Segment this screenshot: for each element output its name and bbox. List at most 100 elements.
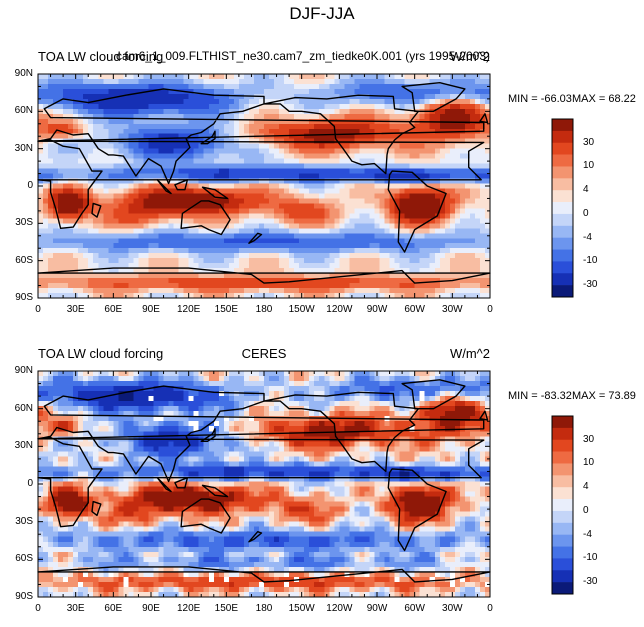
colorbar-swatch: [552, 261, 573, 274]
colorbar-swatch: [552, 451, 573, 464]
lon-tick-label: 60W: [404, 304, 425, 315]
colorbar-swatch: [552, 487, 573, 500]
colorbar-swatch: [552, 427, 573, 441]
lon-tick-label: 30W: [442, 603, 463, 614]
panel-units: W/m^2: [449, 346, 490, 361]
colorbar-frame: [551, 415, 574, 595]
continent-outlines: [37, 379, 491, 583]
lon-tick-label: 90W: [366, 304, 388, 315]
lat-tick-label: 90N: [14, 365, 33, 376]
colorbar-swatch: [552, 570, 573, 583]
lon-tick-label: 120E: [176, 304, 201, 315]
lon-tick-label: 120W: [326, 603, 353, 614]
colorbar-swatch: [552, 546, 573, 559]
map-panel-2: [37, 370, 574, 598]
panel-center-title: cam6_1_009.FLTHIST_ne30.cam7_zm_tiedke0K…: [116, 49, 490, 63]
lon-tick-label: 150E: [214, 603, 238, 614]
colorbar-swatch: [552, 475, 573, 488]
colorbar-swatch: [552, 166, 573, 179]
lat-tick-label: 0: [27, 478, 33, 489]
figure-title: DJF-JJA: [289, 4, 355, 23]
colorbar-label: -30: [583, 576, 598, 588]
map-panel-1: [37, 73, 574, 299]
lon-tick-label: 120E: [176, 603, 201, 614]
lon-tick-label: 0: [487, 603, 493, 614]
colorbar-swatch: [552, 285, 573, 298]
colorbar-swatch: [552, 582, 573, 595]
colorbar-swatch: [552, 119, 573, 132]
colorbar-swatch: [552, 142, 573, 155]
lon-tick-label: 60W: [404, 603, 425, 614]
lat-tick-label: 60N: [14, 402, 33, 414]
colorbar-swatch: [552, 237, 573, 250]
colorbar-label: 10: [583, 457, 595, 469]
colorbar-label: 10: [583, 160, 595, 172]
continent-outlines: [37, 81, 491, 284]
lon-tick-label: 30E: [66, 304, 85, 315]
min-value-label: MIN = -83.32: [508, 390, 572, 402]
lon-tick-label: 30W: [442, 304, 463, 315]
colorbar-label: -4: [583, 231, 592, 243]
lon-tick-label: 60E: [104, 603, 123, 614]
lat-tick-label: 60N: [14, 105, 33, 117]
lon-tick-label: 90E: [142, 603, 160, 614]
lat-tick-label: 30S: [15, 217, 33, 229]
lat-tick-label: 0: [27, 180, 33, 191]
lat-tick-label: 90S: [15, 591, 33, 602]
colorbar-swatch: [552, 439, 573, 452]
lat-tick-label: 30N: [14, 440, 33, 452]
field-cells: [38, 74, 491, 299]
lon-tick-label: 150E: [214, 304, 238, 315]
lat-tick-label: 60S: [15, 553, 33, 565]
colorbar-swatch: [552, 190, 573, 203]
lon-tick-label: 90W: [366, 603, 388, 614]
colorbar-label: -10: [583, 552, 598, 564]
lon-tick-label: 0: [35, 304, 41, 315]
lat-tick-label: 30S: [15, 515, 33, 527]
colorbar-swatch: [552, 510, 573, 524]
panel-center-title: CERES: [241, 346, 287, 361]
colorbar-label: 0: [583, 504, 589, 516]
max-value-label: MAX = 68.22: [572, 93, 636, 105]
lon-tick-label: 90E: [142, 304, 160, 315]
lat-tick-label: 90S: [15, 292, 33, 303]
lon-tick-label: 150W: [288, 304, 315, 315]
colorbar-swatch: [552, 154, 573, 167]
colorbar-label: 4: [583, 184, 589, 196]
colorbar-swatch: [552, 273, 573, 286]
colorbar-swatch: [552, 558, 573, 571]
lat-tick-label: 60S: [15, 254, 33, 266]
colorbar-swatch: [552, 130, 573, 144]
panel-left-title: TOA LW cloud forcing: [38, 49, 164, 64]
colorbar-label: 30: [583, 433, 595, 445]
lon-tick-label: 150W: [288, 603, 315, 614]
colorbar-swatch: [552, 213, 573, 227]
colorbar: [551, 415, 574, 595]
colorbar-label: -10: [583, 255, 598, 267]
colorbar-swatch: [552, 416, 573, 429]
colorbar-swatch: [552, 463, 573, 476]
colorbar-label: 0: [583, 207, 589, 219]
colorbar: [551, 118, 574, 298]
colorbar-label: 30: [583, 136, 595, 148]
colorbar-label: -30: [583, 279, 598, 291]
colorbar-frame: [551, 118, 574, 298]
axis-ticks: [37, 73, 491, 299]
panel-units: W/m^2: [449, 49, 490, 64]
field-cells: [38, 371, 491, 598]
colorbar-label: -4: [583, 528, 592, 540]
colorbar-swatch: [552, 249, 573, 262]
lon-tick-label: 30E: [66, 603, 85, 614]
lon-tick-label: 120W: [326, 304, 353, 315]
lon-tick-label: 180: [255, 603, 273, 614]
colorbar-swatch: [552, 225, 573, 238]
colorbar-swatch: [552, 202, 573, 215]
colorbar-swatch: [552, 522, 573, 535]
colorbar-swatch: [552, 178, 573, 191]
lon-tick-label: 180: [255, 304, 273, 315]
lon-tick-label: 60E: [104, 304, 123, 315]
panel-left-title: TOA LW cloud forcing: [38, 346, 164, 361]
colorbar-label: 4: [583, 481, 589, 493]
min-value-label: MIN = -66.03: [508, 93, 572, 105]
